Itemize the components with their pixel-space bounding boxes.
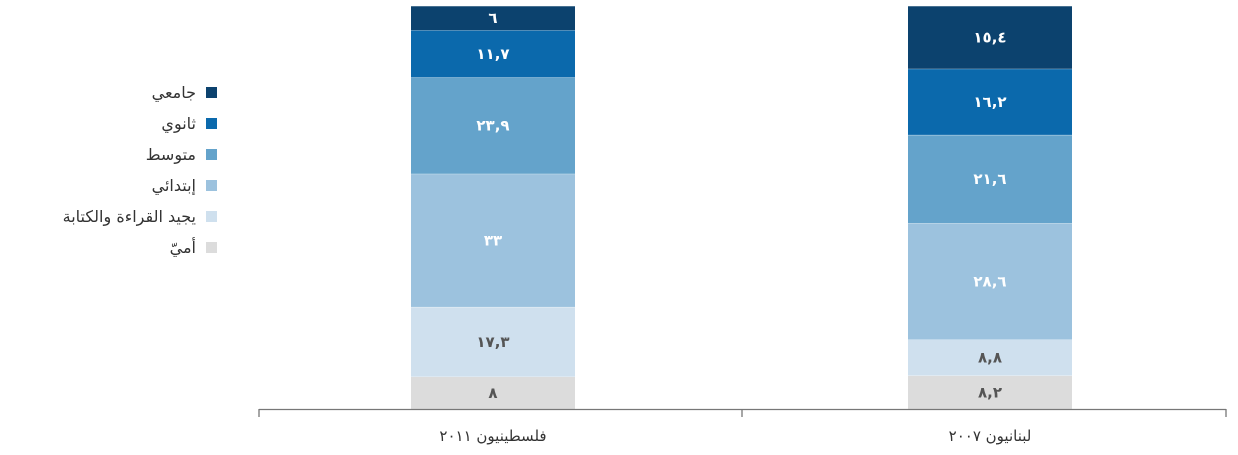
legend-swatch (206, 118, 217, 129)
legend-label: يجيد القراءة والكتابة (63, 207, 196, 227)
data-label: ٢٣,٩ (476, 117, 509, 135)
data-label: ١٦,٢ (973, 93, 1006, 111)
bar-segment (411, 306, 575, 377)
bar-segment (908, 375, 1072, 409)
data-label: ١١,٧ (476, 45, 509, 63)
legend-swatch (206, 242, 217, 253)
legend-label: جامعي (152, 83, 196, 103)
bar-segment (908, 6, 1072, 69)
bar-segment (411, 30, 575, 78)
bar-segment (411, 173, 575, 307)
legend-label: متوسط (146, 145, 196, 165)
bar-segment (411, 77, 575, 174)
legend: جامعي ثانوي متوسط إبتدائي يجيد القراءة والكت… (63, 83, 217, 258)
data-label: ١٥,٤ (973, 28, 1006, 46)
data-label: ٣٣ (484, 231, 502, 249)
data-label: ٨ (488, 384, 497, 402)
x-axis: فلسطينيون ٢٠١١ لبنانيون ٢٠٠٧ (258, 408, 1227, 445)
bar-segment (908, 134, 1072, 223)
legend-swatch (206, 180, 217, 191)
bar-segment (908, 339, 1072, 376)
bar-segment (411, 376, 575, 409)
x-tick-label: فلسطينيون ٢٠١١ (439, 427, 546, 445)
legend-label: ثانوي (161, 114, 196, 134)
bar-segment (411, 6, 575, 31)
legend-swatch (206, 149, 217, 160)
data-label: ٢١,٦ (973, 170, 1006, 188)
legend-label: أميّ (170, 237, 196, 258)
bar-segment (908, 68, 1072, 135)
data-label: ١٧,٣ (476, 333, 509, 351)
legend-label: إبتدائي (152, 176, 196, 196)
data-label: ٨,٢ (978, 383, 1002, 401)
bars-group: ٨ ١٧,٣ ٣٣ ٢٣,٩ ١١,٧ ٦ ٨,٢ ٨,٨ ٢٨,٦ ٢١,٦ ١٦,٢ ١٥,٤ (411, 5, 1072, 409)
bar-segment (908, 223, 1072, 340)
legend-swatch (206, 87, 217, 98)
data-label: ٦ (488, 9, 497, 27)
data-label: ٨,٨ (978, 349, 1002, 367)
data-label: ٢٨,٦ (973, 272, 1006, 290)
legend-swatch (206, 211, 217, 222)
x-tick-label: لبنانيون ٢٠٠٧ (949, 427, 1032, 445)
